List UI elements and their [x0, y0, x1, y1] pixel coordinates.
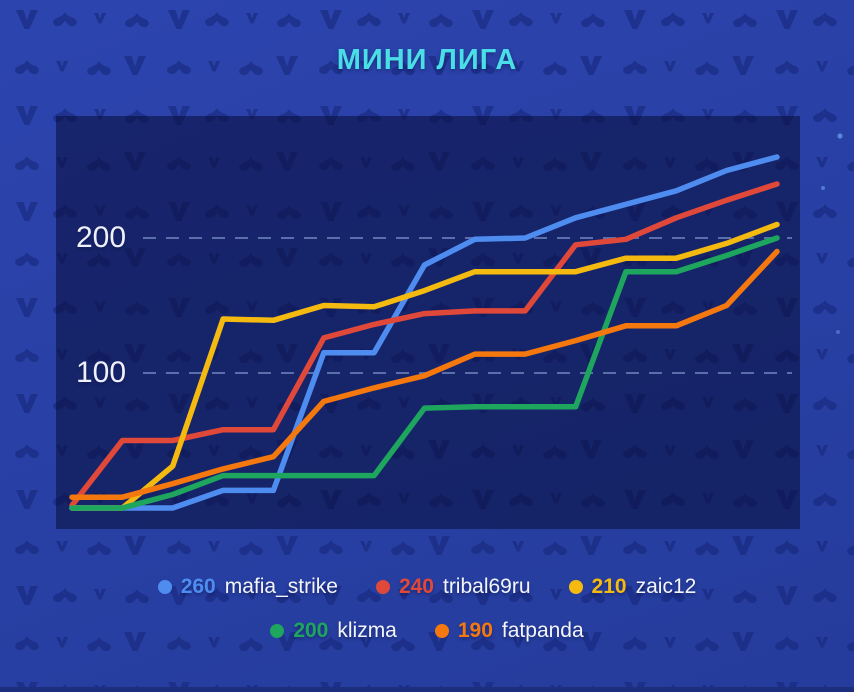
- y-axis-label-200: 200: [76, 221, 127, 254]
- sparkle-dots: [821, 133, 843, 334]
- legend-player-name: klizma: [337, 619, 397, 642]
- legend-row-bottom: 200 klizma 190 fatpanda: [0, 618, 854, 644]
- legend-color-dot-icon: [568, 580, 583, 594]
- y-axis-label-100: 100: [76, 356, 127, 389]
- legend-color-dot-icon: [270, 624, 285, 638]
- series-line-tribal69ru: [69, 181, 780, 509]
- legend-row-top: 260 mafia_strike 240 tribal69ru 210 zaic…: [0, 574, 854, 600]
- legend-score: 260: [180, 575, 216, 598]
- legend-player-name: tribal69ru: [442, 575, 531, 598]
- chart-legend: 260 mafia_strike 240 tribal69ru 210 zaic…: [0, 574, 854, 662]
- legend-color-dot-icon: [375, 580, 390, 594]
- series-line-mafia_strike: [69, 154, 780, 511]
- legend-score: 190: [457, 619, 493, 642]
- legend-item: 260 mafia_strike: [157, 575, 338, 599]
- page-title: МИНИ ЛИГА: [336, 44, 518, 76]
- legend-player-name: zaic12: [635, 575, 697, 598]
- series-line-fatpanda: [69, 248, 780, 500]
- legend-score: 200: [293, 619, 329, 642]
- legend-color-dot-icon: [434, 624, 449, 638]
- legend-score: 210: [591, 575, 627, 598]
- legend-score: 240: [398, 575, 434, 598]
- legend-item: 190 fatpanda: [434, 619, 584, 643]
- line-chart: [69, 154, 792, 511]
- legend-item: 200 klizma: [270, 619, 397, 643]
- legend-item: 240 tribal69ru: [375, 575, 531, 599]
- series-line-klizma: [69, 235, 780, 511]
- legend-player-name: fatpanda: [501, 619, 584, 642]
- legend-color-dot-icon: [157, 580, 172, 594]
- series-line-zaic12: [69, 221, 780, 511]
- legend-player-name: mafia_strike: [224, 575, 338, 598]
- league-chart-panel: [56, 116, 800, 529]
- legend-item: 210 zaic12: [568, 575, 697, 599]
- bottom-edge-strip: [0, 687, 854, 692]
